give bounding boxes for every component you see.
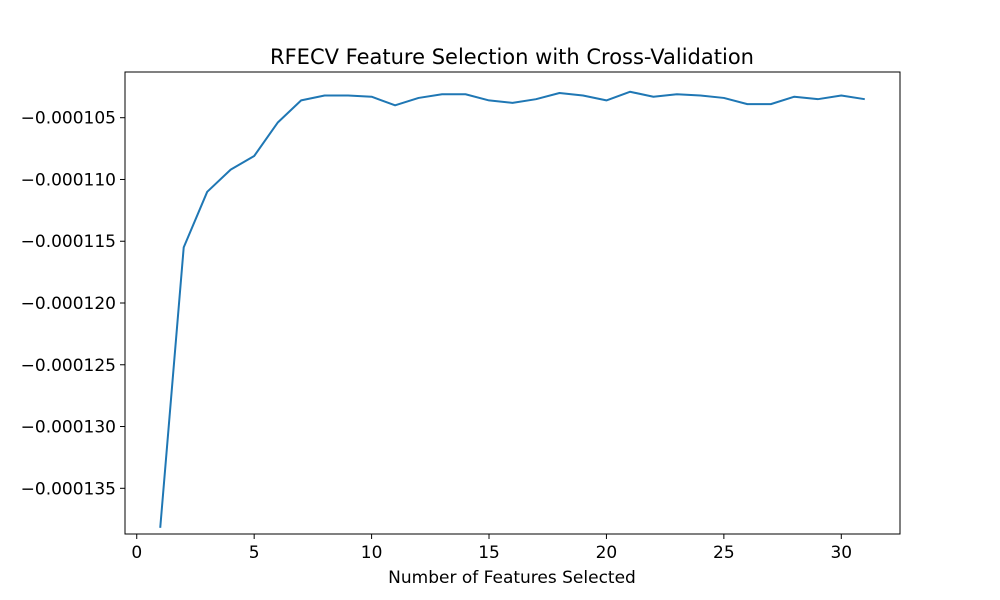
x-tick-label: 20 [596,543,618,563]
x-tick-label: 30 [830,543,852,563]
plot-area [159,90,865,528]
x-axis: 0 5 10 15 20 25 30 [131,534,852,563]
x-tick-label: 5 [249,543,260,563]
y-tick-label: −0.000135 [21,479,116,499]
y-tick-label: −0.000110 [21,170,116,190]
x-tick-label: 0 [131,543,142,563]
chart-title: RFECV Feature Selection with Cross-Valid… [270,45,754,69]
y-tick-label: −0.000125 [21,356,116,376]
y-tick-label: −0.000130 [21,418,116,438]
x-axis-label: Number of Features Selected [388,568,636,588]
y-axis: −0.000105 −0.000110 −0.000115 −0.000120 −0.0… [21,109,125,499]
x-tick-label: 15 [478,543,500,563]
x-tick-label: 25 [713,543,735,563]
y-tick-label: −0.000105 [21,109,116,129]
y-tick-label: −0.000120 [21,294,116,314]
x-tick-label: 10 [361,543,383,563]
y-tick-label: −0.000115 [21,232,116,252]
